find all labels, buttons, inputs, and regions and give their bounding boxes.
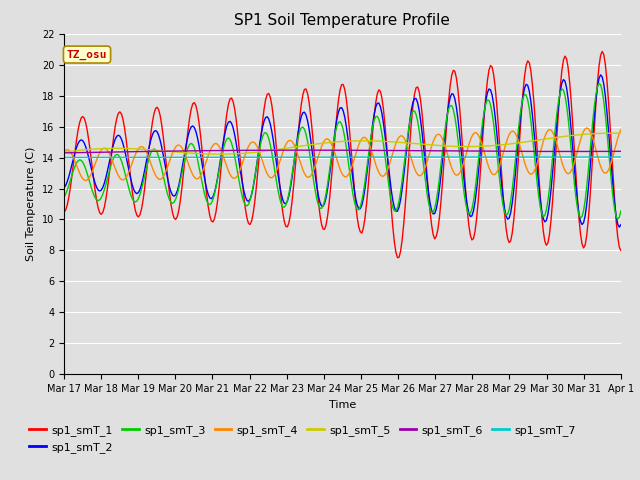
sp1_smT_4 <box>130 156 138 161</box>
sp1_smT_6 <box>588 149 595 155</box>
sp1_smT_2 <box>303 118 311 123</box>
sp1_smT_7 <box>60 155 68 160</box>
sp1_smT_6 <box>305 147 313 153</box>
sp1_smT_5 <box>246 150 254 156</box>
sp1_smT_5 <box>60 149 68 155</box>
sp1_smT_6 <box>298 147 305 153</box>
sp1_smT_2 <box>616 224 623 230</box>
Line: sp1_smT_2: sp1_smT_2 <box>64 75 621 227</box>
sp1_smT_2 <box>129 182 136 188</box>
sp1_smT_4 <box>305 174 313 180</box>
sp1_smT_5 <box>617 131 625 136</box>
sp1_smT_7 <box>617 154 625 160</box>
sp1_smT_1 <box>303 90 311 96</box>
sp1_smT_1 <box>394 255 401 261</box>
sp1_smT_1 <box>244 221 252 227</box>
sp1_smT_7 <box>244 155 252 160</box>
Line: sp1_smT_6: sp1_smT_6 <box>64 150 621 153</box>
sp1_smT_2 <box>254 154 262 159</box>
sp1_smT_5 <box>607 130 615 136</box>
sp1_smT_2 <box>586 169 594 175</box>
sp1_smT_4 <box>246 141 254 146</box>
sp1_smT_2 <box>226 119 234 124</box>
sp1_smT_4 <box>60 149 68 155</box>
sp1_smT_5 <box>215 151 223 157</box>
sp1_smT_3 <box>60 194 68 200</box>
sp1_smT_5 <box>305 142 313 148</box>
Line: sp1_smT_5: sp1_smT_5 <box>64 133 621 154</box>
sp1_smT_4 <box>583 125 591 131</box>
sp1_smT_1 <box>598 48 606 54</box>
sp1_smT_1 <box>617 248 625 253</box>
sp1_smT_7 <box>588 154 595 160</box>
sp1_smT_3 <box>244 201 252 207</box>
X-axis label: Time: Time <box>329 400 356 409</box>
sp1_smT_3 <box>303 138 311 144</box>
sp1_smT_3 <box>254 156 262 161</box>
sp1_smT_2 <box>617 222 625 228</box>
sp1_smT_1 <box>60 209 68 215</box>
sp1_smT_4 <box>82 178 90 183</box>
Y-axis label: Soil Temperature (C): Soil Temperature (C) <box>26 147 36 261</box>
Legend: sp1_smT_1, sp1_smT_2, sp1_smT_3, sp1_smT_4, sp1_smT_5, sp1_smT_6, sp1_smT_7: sp1_smT_1, sp1_smT_2, sp1_smT_3, sp1_smT… <box>25 421 580 457</box>
sp1_smT_3 <box>617 208 625 214</box>
sp1_smT_2 <box>60 185 68 191</box>
Text: TZ_osu: TZ_osu <box>67 49 108 60</box>
sp1_smT_1 <box>226 96 234 102</box>
sp1_smT_3 <box>129 196 136 202</box>
sp1_smT_4 <box>255 149 263 155</box>
sp1_smT_6 <box>244 147 252 153</box>
sp1_smT_5 <box>228 151 236 157</box>
sp1_smT_1 <box>588 174 595 180</box>
sp1_smT_3 <box>226 136 234 142</box>
sp1_smT_4 <box>589 136 596 142</box>
sp1_smT_7 <box>254 155 262 160</box>
sp1_smT_7 <box>226 155 234 160</box>
sp1_smT_5 <box>588 131 595 137</box>
sp1_smT_6 <box>254 147 262 153</box>
sp1_smT_3 <box>586 151 594 157</box>
Line: sp1_smT_4: sp1_smT_4 <box>64 128 621 180</box>
sp1_smT_3 <box>614 216 621 222</box>
sp1_smT_6 <box>129 149 136 155</box>
sp1_smT_1 <box>129 189 136 194</box>
sp1_smT_6 <box>617 148 625 154</box>
Title: SP1 Soil Temperature Profile: SP1 Soil Temperature Profile <box>234 13 451 28</box>
sp1_smT_2 <box>244 198 252 204</box>
sp1_smT_7 <box>524 154 532 160</box>
sp1_smT_4 <box>228 174 236 180</box>
sp1_smT_1 <box>254 168 262 174</box>
sp1_smT_4 <box>617 127 625 132</box>
sp1_smT_7 <box>303 154 311 160</box>
sp1_smT_2 <box>596 72 604 78</box>
sp1_smT_5 <box>255 149 263 155</box>
Line: sp1_smT_3: sp1_smT_3 <box>64 84 621 219</box>
sp1_smT_3 <box>595 81 603 86</box>
sp1_smT_5 <box>129 146 136 152</box>
Line: sp1_smT_1: sp1_smT_1 <box>64 51 621 258</box>
sp1_smT_6 <box>226 147 234 153</box>
sp1_smT_7 <box>129 155 136 160</box>
sp1_smT_6 <box>60 150 68 156</box>
